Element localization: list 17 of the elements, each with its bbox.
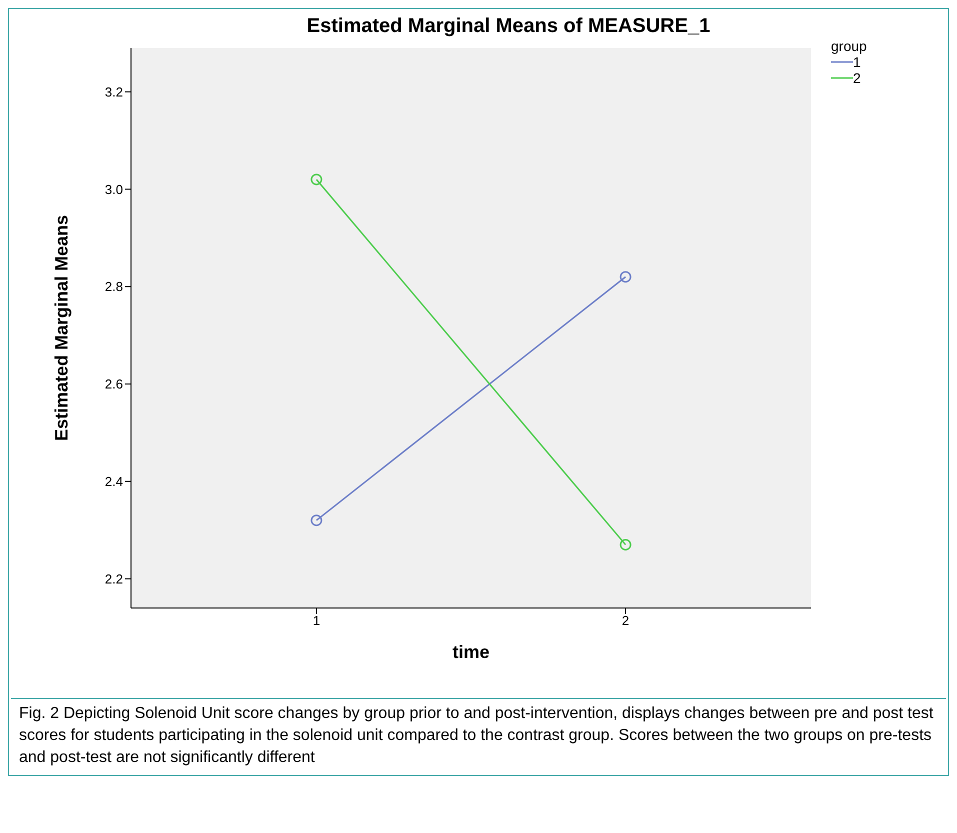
y-tick-label: 2.4 <box>104 474 123 490</box>
legend-label: 2 <box>853 70 861 86</box>
caption: Fig. 2 Depicting Solenoid Unit score changes by group prior to and post-intervention, displays changes between pre and post test scores for students participating in the solenoid unit compared to the contrast group. Scores between the two groups on pre-tests and post-test are not significantly different <box>11 698 946 773</box>
y-tick-label: 2.2 <box>104 571 123 586</box>
x-axis-title: time <box>452 642 490 662</box>
y-tick-label: 3.0 <box>104 182 123 197</box>
point <box>620 271 632 283</box>
y-tick-label: 2.8 <box>104 279 123 294</box>
point <box>310 174 322 186</box>
chart-title: Estimated Marginal Means of MEASURE_1 <box>306 15 712 38</box>
legend-label: 1 <box>853 54 861 70</box>
y-tick-label: 3.2 <box>104 84 123 100</box>
y-tick-label: 2.6 <box>104 376 123 392</box>
point <box>620 538 632 550</box>
legend-title: group <box>831 38 868 54</box>
y-axis-title: Estimated Marginal Means <box>51 214 72 442</box>
point <box>310 514 322 526</box>
